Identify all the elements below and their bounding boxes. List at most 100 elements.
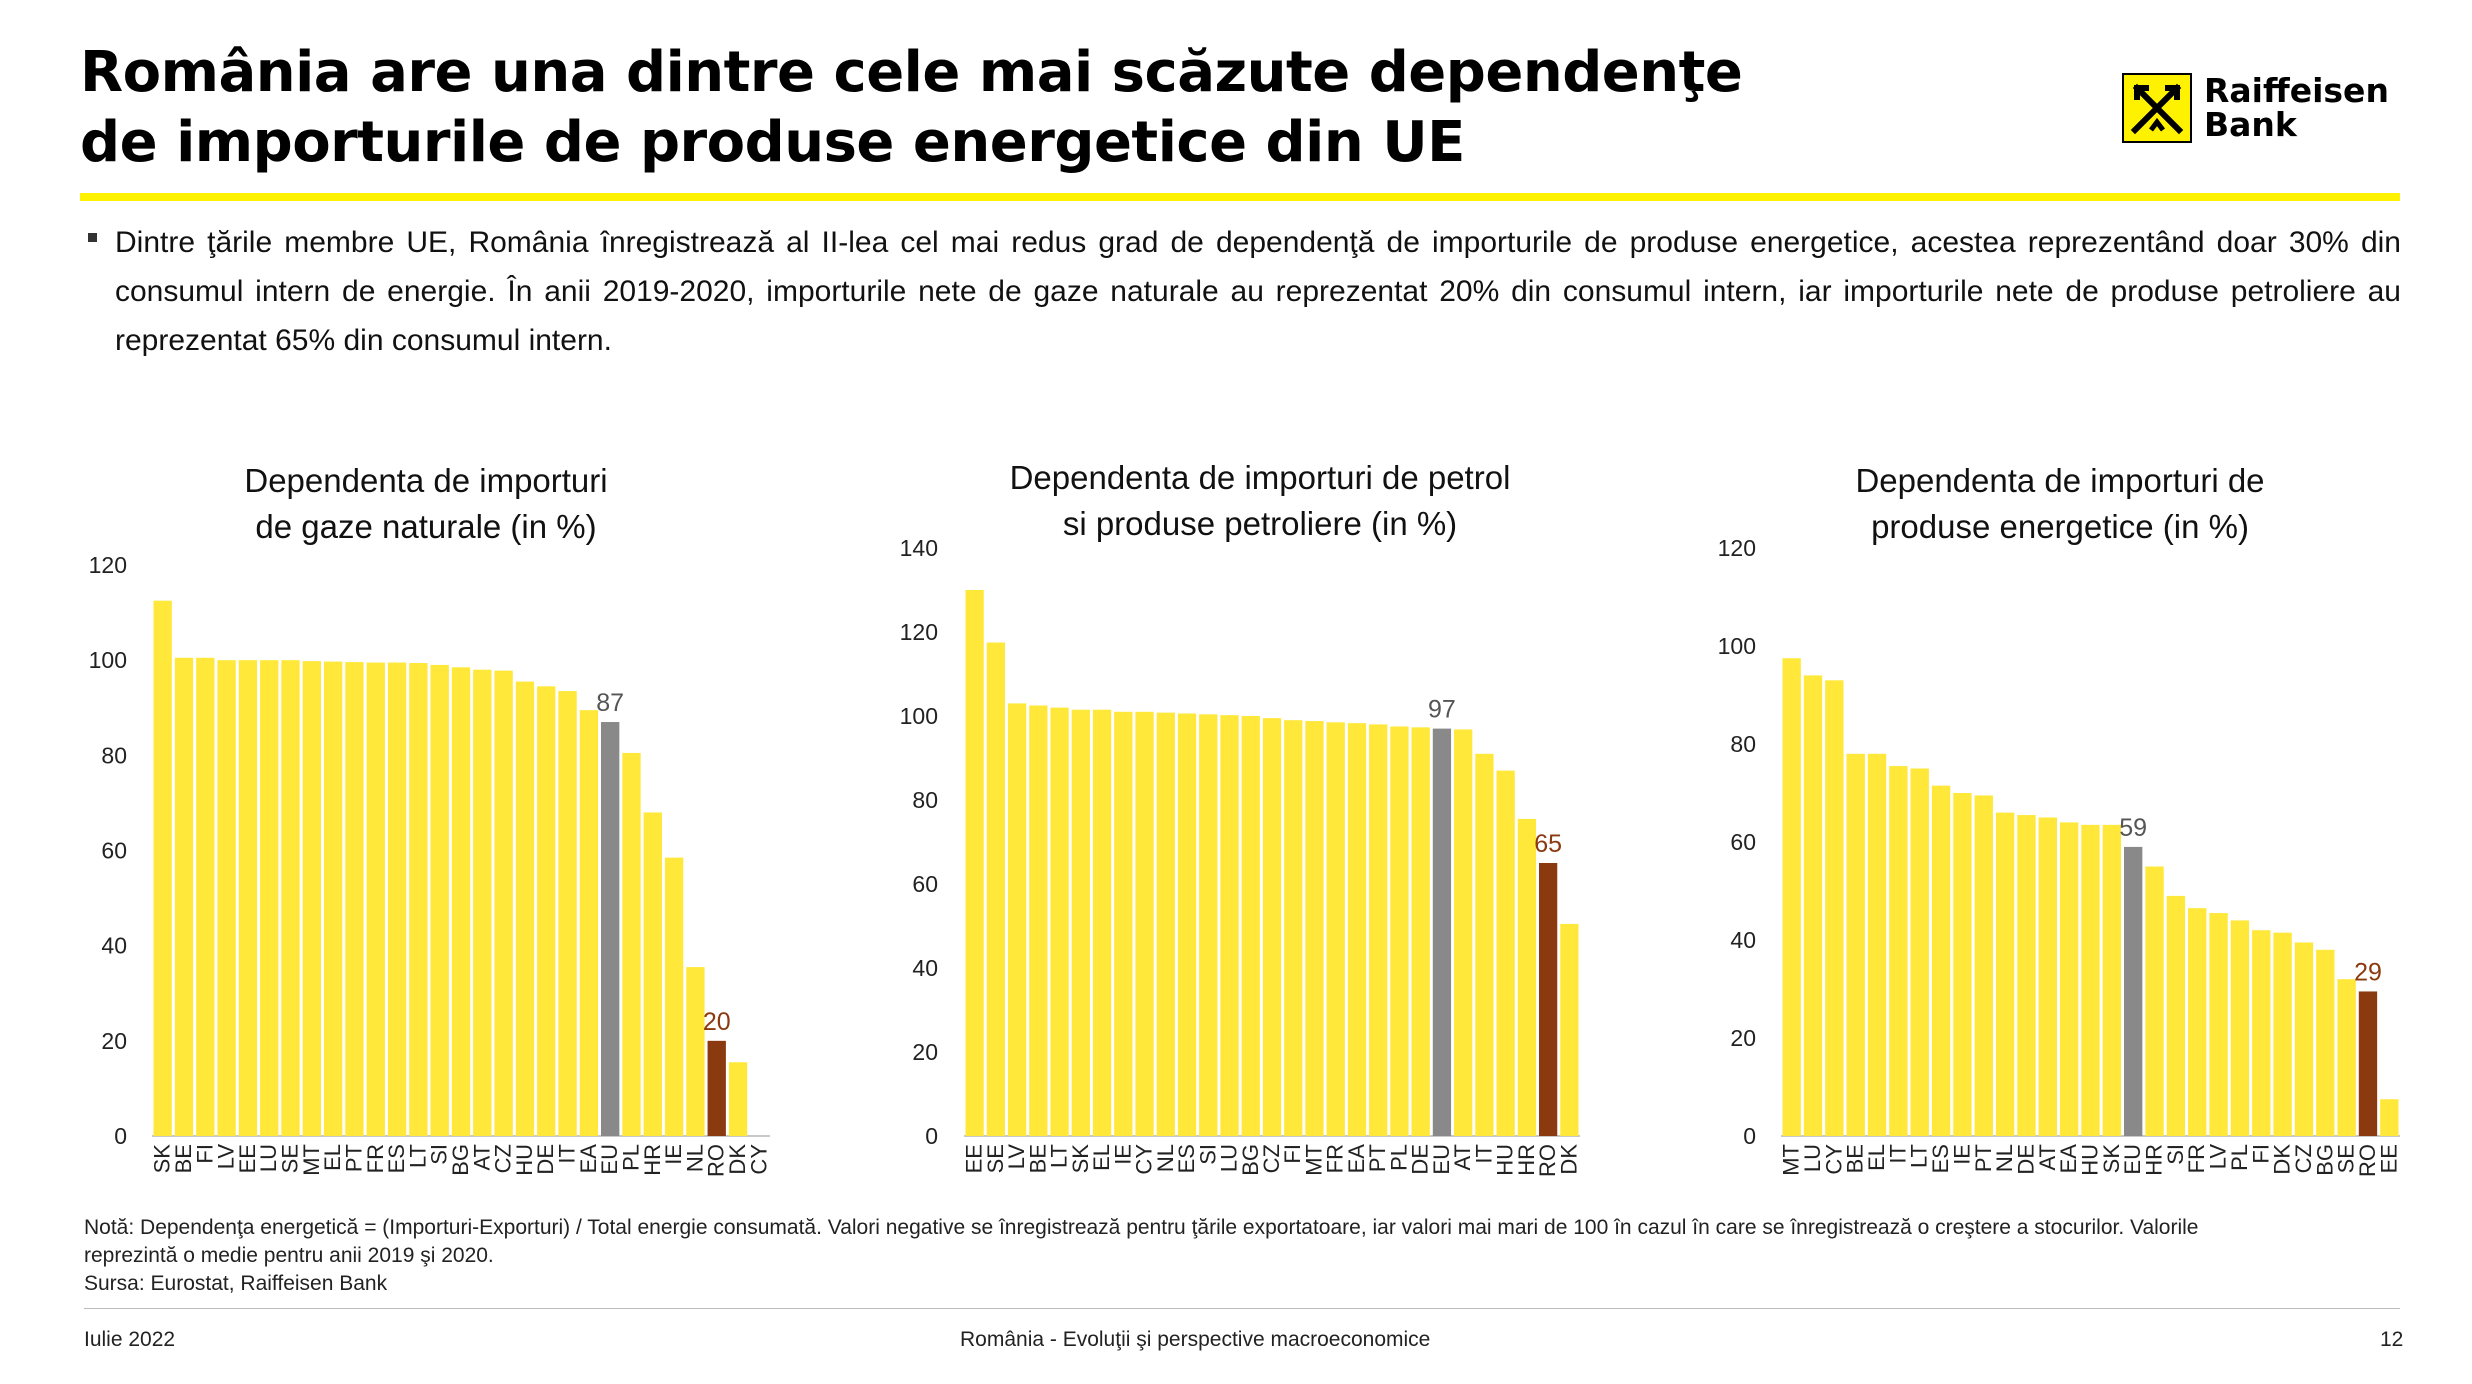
x-tick-label: LV <box>2206 1144 2231 1170</box>
source-text: Sursa: Eurostat, Raiffeisen Bank <box>84 1272 388 1295</box>
x-tick-label: BE <box>171 1144 196 1173</box>
x-tick-label: BE <box>1843 1144 1868 1173</box>
bar-at <box>473 669 492 1136</box>
y-tick-label: 40 <box>101 933 127 959</box>
page-title-line1: România are una dintre cele mai scăzute … <box>80 40 1743 105</box>
y-tick-label: 0 <box>925 1123 938 1149</box>
bar-hu <box>1496 770 1515 1136</box>
x-tick-label: FR <box>363 1144 388 1173</box>
title-underline <box>80 193 2400 201</box>
data-label-eu: 59 <box>2119 814 2147 842</box>
bar-be <box>174 657 194 1136</box>
bar-eu <box>1432 728 1452 1136</box>
data-label-eu: 97 <box>1428 696 1456 724</box>
x-tick-label: AT <box>1450 1144 1475 1170</box>
bar-ee <box>965 590 984 1136</box>
x-tick-label: EU <box>1429 1144 1454 1175</box>
x-tick-label: NL <box>1153 1144 1178 1172</box>
y-tick-label: 60 <box>101 838 127 864</box>
bar-cz <box>494 670 513 1136</box>
bar-lt <box>409 663 428 1136</box>
x-tick-label: IT <box>555 1144 580 1164</box>
x-tick-label: EA <box>1344 1144 1369 1174</box>
x-tick-label: FR <box>1323 1144 1348 1173</box>
y-tick-label: 0 <box>1743 1123 1756 1149</box>
x-tick-label: EL <box>1864 1144 1889 1171</box>
raiffeisen-logo: Raiffeisen Bank <box>2122 70 2389 146</box>
bar-ee <box>2380 1099 2399 1136</box>
x-tick-label: SE <box>2334 1144 2359 1173</box>
y-tick-label: 40 <box>1730 927 1756 953</box>
x-tick-label: CY <box>746 1144 771 1175</box>
bar-ie <box>1953 793 1972 1136</box>
footnote-line1: Notă: Dependenţa energetică = (Importuri… <box>84 1216 2199 1239</box>
bar-lt <box>1910 768 1929 1136</box>
x-tick-label: ES <box>1928 1144 1953 1173</box>
x-tick-label: PT <box>1365 1144 1390 1172</box>
x-tick-label: EL <box>1089 1144 1114 1171</box>
footnote-line2: reprezintă o medie pentru anii 2019 şi 2… <box>84 1244 494 1267</box>
y-tick-label: 80 <box>101 742 127 768</box>
bar-eu <box>2124 846 2143 1136</box>
x-tick-label: LT <box>1047 1144 1072 1168</box>
bar-bg <box>2316 949 2335 1136</box>
y-tick-label: 60 <box>912 871 938 897</box>
x-tick-label: PL <box>2227 1144 2252 1171</box>
bar-mt <box>1305 721 1324 1136</box>
x-tick-label: EE <box>2376 1144 2401 1173</box>
bar-at <box>1454 729 1473 1136</box>
bar-es <box>387 662 407 1136</box>
bar-el <box>323 661 343 1136</box>
data-label-ro: 20 <box>703 1008 731 1036</box>
x-tick-label: PL <box>618 1144 643 1171</box>
bar-pt <box>1369 724 1388 1136</box>
x-tick-label: CZ <box>1259 1144 1284 1173</box>
x-tick-label: PT <box>341 1144 366 1172</box>
logo-text-line1: Raiffeisen <box>2204 71 2389 110</box>
bar-nl <box>1156 712 1175 1136</box>
y-tick-label: 120 <box>1718 535 1756 561</box>
bar-fr <box>1326 722 1345 1136</box>
bar-nl <box>1995 812 2015 1136</box>
chart-title-line1: Dependenta de importuri <box>244 462 608 499</box>
chart-title-line1: Dependenta de importuri de petrol <box>1009 459 1511 496</box>
x-tick-label: DK <box>1556 1144 1581 1175</box>
x-tick-label: AT <box>469 1144 494 1170</box>
page-number: 12 <box>2380 1328 2404 1351</box>
x-tick-label: IT <box>1471 1144 1496 1164</box>
bar-hu <box>515 681 535 1136</box>
bar-pl <box>2230 920 2250 1136</box>
bar-fr <box>2188 908 2207 1136</box>
x-tick-label: DK <box>2270 1144 2295 1175</box>
bar-fr <box>366 662 385 1136</box>
bullet-icon <box>88 233 97 242</box>
bar-de <box>2017 815 2036 1136</box>
x-tick-label: SK <box>150 1144 175 1174</box>
footer-divider <box>84 1308 2400 1309</box>
bar-lv <box>217 660 236 1136</box>
bar-cz <box>2294 942 2314 1136</box>
x-tick-label: AT <box>2035 1144 2060 1170</box>
bar-it <box>1889 766 1908 1136</box>
y-tick-label: 120 <box>89 552 127 578</box>
y-tick-label: 60 <box>1730 829 1756 855</box>
x-tick-label: LU <box>256 1144 281 1172</box>
bar-si <box>2166 895 2186 1136</box>
bar-dk <box>2273 932 2292 1136</box>
bar-lu <box>1220 715 1239 1136</box>
x-tick-label: EE <box>962 1144 987 1173</box>
chart-title: Dependenta de importuri de produse energ… <box>1790 458 2330 550</box>
x-tick-label: CY <box>1132 1144 1157 1175</box>
bar-nl <box>686 967 705 1136</box>
x-tick-label: CY <box>1821 1144 1846 1175</box>
page-title: România are una dintre cele mai scăzute … <box>80 38 1980 178</box>
bar-ee <box>238 660 258 1136</box>
bar-es <box>1931 785 1951 1136</box>
y-tick-label: 80 <box>1730 731 1756 757</box>
y-tick-label: 20 <box>1730 1025 1756 1051</box>
bar-pl <box>622 752 641 1136</box>
chart-title-line2: si produse petroliere (in %) <box>1062 505 1458 542</box>
y-tick-label: 100 <box>1718 633 1756 659</box>
x-tick-label: PL <box>1386 1144 1411 1171</box>
